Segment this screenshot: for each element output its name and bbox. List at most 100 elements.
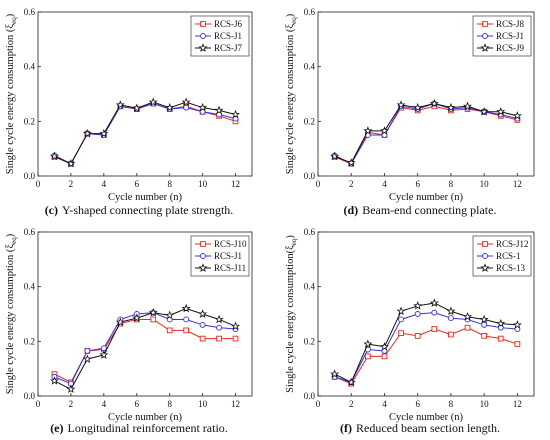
chart-panel-4: 0 2 4 6 8 10 12 0.0 0.2 0.4 0.6 Cycle number (n) Sin… <box>285 227 535 435</box>
legend-swatch-marker <box>480 263 490 272</box>
y-tick-label: 0.0 <box>304 391 316 401</box>
x-tick-label: 4 <box>382 179 387 189</box>
data-point <box>398 330 404 336</box>
data-point <box>231 109 241 119</box>
y-tick-label: 0.0 <box>24 171 36 181</box>
legend-item: RCS-J10 <box>195 239 247 249</box>
data-point <box>497 335 504 342</box>
y-tick-label: 0.2 <box>24 336 35 346</box>
legend-item: RCS-1 <box>477 251 521 261</box>
data-point <box>346 377 356 387</box>
data-point <box>429 298 439 307</box>
data-point <box>447 315 454 322</box>
x-tick-label: 4 <box>102 179 107 189</box>
series-RCS-J1 <box>51 100 239 167</box>
y-axis-label-end: ) <box>5 233 16 237</box>
x-tick-label: 10 <box>198 179 208 189</box>
legend-label: RCS-1 <box>496 251 521 261</box>
data-point <box>414 311 421 317</box>
data-point <box>364 353 371 360</box>
data-point <box>216 335 222 342</box>
data-point <box>413 102 423 112</box>
series-RCS-J1 <box>51 309 239 387</box>
data-point <box>132 313 142 322</box>
series-RCS-13 <box>330 298 522 387</box>
data-point <box>514 341 521 347</box>
data-point <box>481 321 488 328</box>
series-RCS-J12 <box>331 324 521 387</box>
x-tick-label: 6 <box>415 399 420 409</box>
series-line <box>334 105 518 165</box>
legend: RCS-J12 RCS-1 RCS-13 <box>472 235 532 277</box>
data-point <box>148 307 158 317</box>
y-axis-label-main: Single cycle energy consumption(ξ <box>285 245 296 393</box>
data-point <box>199 321 206 328</box>
legend-label: RCS-J11 <box>214 263 246 273</box>
series-RCS-J11 <box>49 303 241 394</box>
x-tick-label: 12 <box>231 399 240 409</box>
x-tick-label: 0 <box>36 179 41 189</box>
data-point <box>330 369 340 378</box>
plot-frame <box>317 231 535 397</box>
data-point <box>463 101 473 111</box>
series-RCS-J1 <box>331 100 521 167</box>
x-tick-label: 2 <box>349 399 354 409</box>
data-point <box>132 103 142 113</box>
data-point <box>479 107 489 116</box>
data-point <box>398 316 405 323</box>
y-tick-label: 0.6 <box>24 227 36 237</box>
legend-swatch-marker <box>198 43 208 52</box>
plot-frame <box>37 11 253 177</box>
plot-frame <box>37 231 253 397</box>
data-point <box>181 97 191 107</box>
legend-item: RCS-J7 <box>195 43 243 53</box>
legend-item: RCS-J1 <box>195 251 242 261</box>
legend-item: RCS-J11 <box>195 263 246 273</box>
x-tick-label: 8 <box>449 399 454 409</box>
data-point <box>414 333 421 339</box>
y-axis-label-subscript: eq <box>290 238 298 245</box>
data-point <box>82 128 92 138</box>
data-point <box>214 105 224 115</box>
y-axis-label: Single cycle energy consumption (ξeq) <box>5 233 18 394</box>
data-point <box>198 309 208 318</box>
data-point <box>231 321 241 331</box>
legend-swatch-marker <box>200 33 206 39</box>
data-point <box>214 314 224 324</box>
y-tick-label: 0.0 <box>304 171 316 181</box>
legend-swatch-marker <box>482 33 488 39</box>
legend-label: RCS-J1 <box>496 31 524 41</box>
y-tick-label: 0.4 <box>304 62 316 72</box>
data-point <box>100 345 107 352</box>
data-point <box>512 320 522 329</box>
x-tick-label: 6 <box>135 399 140 409</box>
legend-label: RCS-J6 <box>214 19 243 29</box>
y-tick-label: 0.0 <box>24 391 36 401</box>
data-point <box>496 318 506 328</box>
data-point <box>115 100 125 109</box>
legend-box <box>190 15 250 57</box>
y-axis-label: Single cycle energy consumption (ξeq) <box>285 13 298 174</box>
data-point <box>148 97 158 107</box>
legend-label: RCS-J8 <box>496 19 525 29</box>
legend: RCS-J10 RCS-J1 RCS-J11 <box>190 235 250 277</box>
y-axis-label-end: ) <box>5 13 16 17</box>
y-tick-label: 0.2 <box>304 116 315 126</box>
x-tick-label: 2 <box>69 399 74 409</box>
series-line <box>54 103 236 165</box>
y-tick-label: 0.6 <box>24 7 36 17</box>
data-point <box>216 324 223 331</box>
data-point <box>183 104 190 111</box>
y-axis-label-main: Single cycle energy consumption (ξ <box>5 244 16 395</box>
data-point <box>49 376 59 385</box>
data-point <box>165 102 175 112</box>
panel-caption: (c) Y-shaped connecting plate strength. <box>45 203 234 217</box>
caption-letter: (c) <box>45 203 58 217</box>
y-axis-label-main: Single cycle energy consumption (ξ <box>285 24 296 175</box>
series-line <box>334 103 518 164</box>
legend-label: RCS-J10 <box>214 239 247 249</box>
chart-panel-3: 0 2 4 6 8 10 12 0.0 0.2 0.4 0.6 Cycle number (n) Sin… <box>5 227 253 435</box>
x-tick-label: 2 <box>69 179 74 189</box>
y-tick-label: 0.4 <box>24 282 36 292</box>
data-point <box>512 111 522 120</box>
